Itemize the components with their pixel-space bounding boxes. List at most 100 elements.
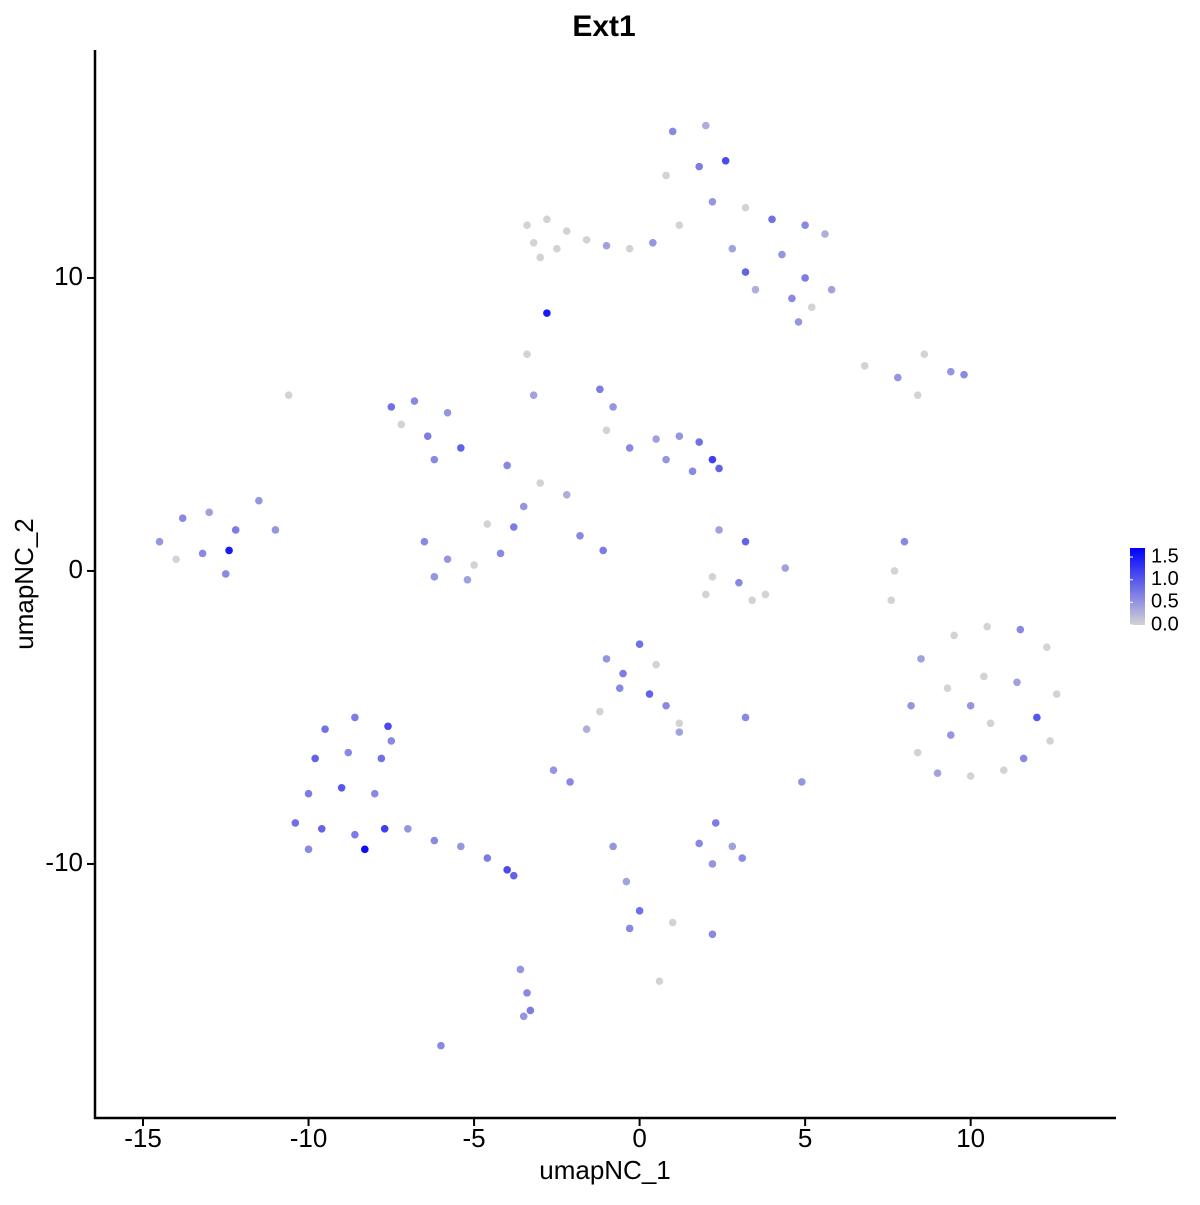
- point: [370, 789, 379, 798]
- y-tick-label: 0: [69, 554, 83, 584]
- point: [913, 391, 922, 399]
- point: [741, 203, 750, 212]
- point: [798, 778, 806, 786]
- point: [913, 748, 922, 757]
- point: [625, 444, 634, 452]
- colorbar-tick-label: 1.5: [1151, 545, 1179, 567]
- point: [503, 461, 511, 470]
- point: [430, 455, 439, 464]
- point: [966, 701, 975, 710]
- point: [715, 526, 723, 534]
- point: [801, 221, 809, 230]
- point: [361, 845, 369, 854]
- point: [291, 819, 300, 827]
- colorbar-tick-label: 1.0: [1151, 568, 1179, 590]
- point: [675, 728, 684, 736]
- point: [387, 403, 396, 411]
- y-axis-title: umapNC_2: [9, 518, 39, 650]
- point: [675, 221, 684, 230]
- point: [702, 590, 710, 599]
- point: [943, 684, 952, 692]
- point: [741, 268, 750, 276]
- point: [443, 555, 452, 564]
- point: [980, 672, 988, 681]
- point: [311, 754, 319, 763]
- point: [178, 514, 187, 523]
- point: [735, 578, 743, 587]
- point: [519, 1012, 528, 1021]
- point: [1052, 690, 1061, 698]
- point: [999, 766, 1008, 775]
- point: [983, 622, 992, 631]
- point: [255, 496, 263, 505]
- point: [668, 127, 677, 136]
- x-tick-label: 0: [632, 1123, 646, 1153]
- point: [529, 238, 538, 247]
- point: [609, 403, 617, 411]
- point: [622, 877, 631, 886]
- point: [1043, 643, 1051, 651]
- point: [960, 370, 968, 379]
- point: [304, 845, 313, 854]
- point: [576, 532, 584, 540]
- point: [582, 725, 591, 733]
- point: [566, 778, 574, 786]
- point: [649, 238, 657, 247]
- point: [741, 713, 750, 722]
- point: [404, 825, 412, 833]
- point: [443, 408, 452, 417]
- point: [728, 244, 737, 253]
- point: [675, 719, 684, 728]
- x-axis-title: umapNC_1: [539, 1155, 671, 1185]
- point: [946, 731, 955, 739]
- point: [1013, 678, 1021, 687]
- point: [748, 596, 756, 605]
- point: [662, 701, 670, 710]
- point: [562, 490, 571, 499]
- point: [384, 722, 392, 731]
- point: [788, 294, 796, 303]
- point: [662, 455, 670, 464]
- point: [741, 537, 750, 546]
- point: [860, 362, 869, 370]
- points: [155, 121, 1061, 1050]
- point: [437, 1041, 445, 1050]
- point: [526, 1006, 535, 1015]
- point: [900, 537, 909, 546]
- point: [827, 285, 836, 294]
- point: [1019, 754, 1028, 763]
- point: [695, 162, 703, 171]
- point: [553, 244, 561, 253]
- point: [523, 350, 531, 358]
- point: [1046, 737, 1054, 745]
- point: [702, 121, 710, 130]
- point: [596, 385, 604, 394]
- x-tick-label: -5: [463, 1123, 486, 1153]
- colorbar-tick-label: 0.5: [1151, 591, 1179, 613]
- point: [615, 684, 624, 692]
- point: [430, 573, 439, 581]
- colorbar-tick-label: 0.0: [1151, 613, 1179, 635]
- point: [950, 631, 958, 640]
- point: [377, 754, 386, 763]
- point: [205, 508, 214, 517]
- point: [711, 819, 720, 827]
- point: [457, 842, 465, 851]
- point: [946, 367, 955, 376]
- point: [582, 236, 591, 244]
- point: [708, 455, 717, 464]
- point: [516, 965, 525, 974]
- point: [562, 227, 571, 235]
- point: [778, 250, 786, 259]
- point: [887, 596, 896, 605]
- point: [596, 707, 604, 716]
- point: [907, 701, 915, 710]
- point: [321, 725, 329, 733]
- point: [225, 546, 233, 555]
- point: [708, 573, 717, 581]
- point: [463, 575, 472, 584]
- point: [807, 303, 816, 312]
- point: [420, 537, 429, 546]
- point: [523, 989, 531, 997]
